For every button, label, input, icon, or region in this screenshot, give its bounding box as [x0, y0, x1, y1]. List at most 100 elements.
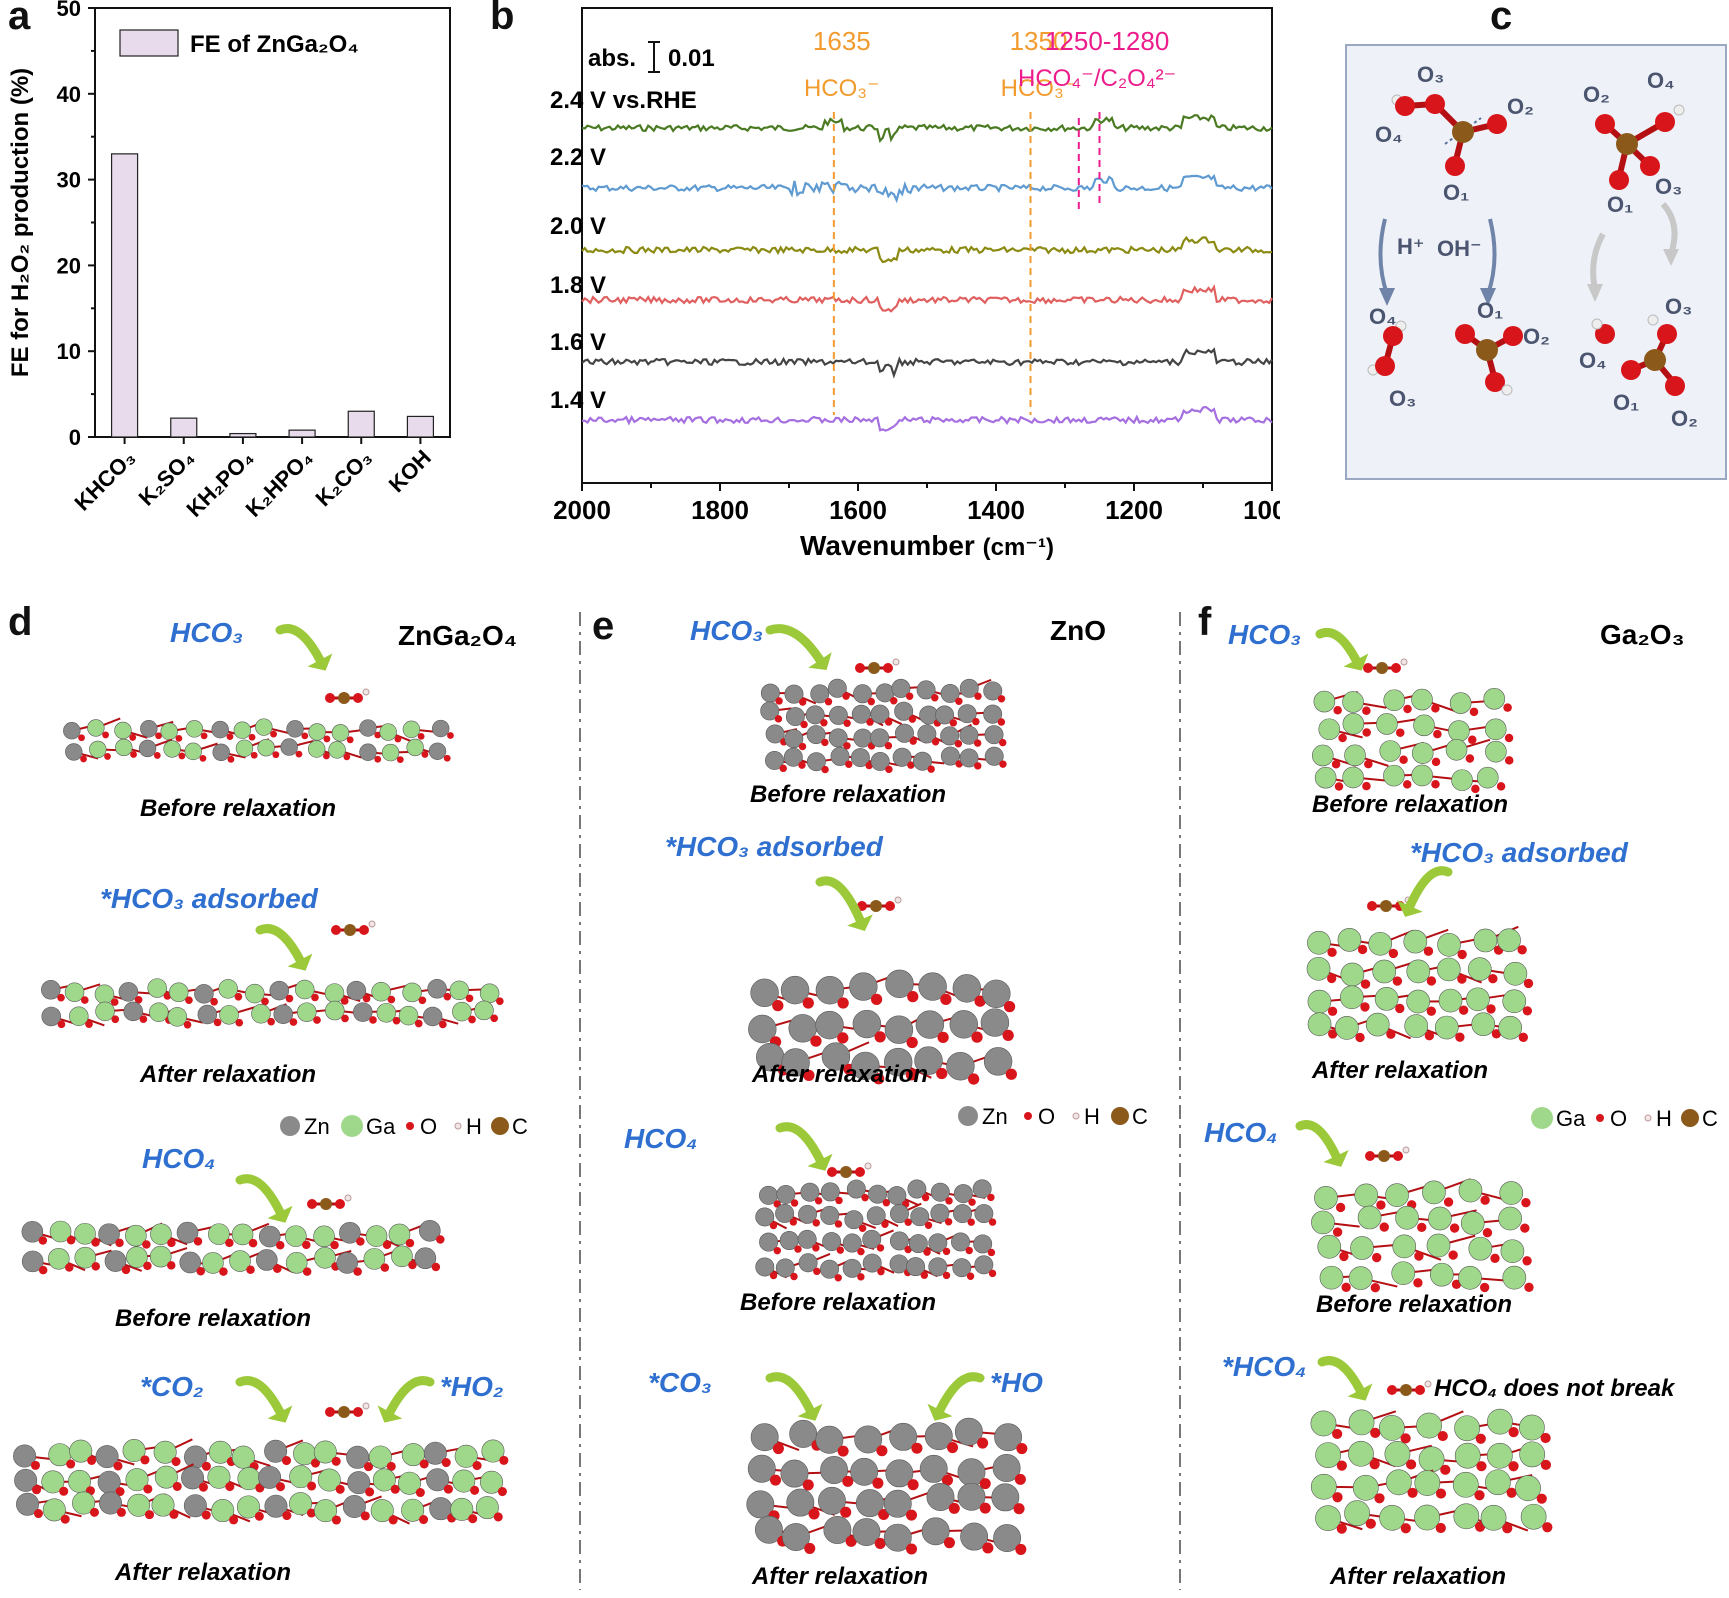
panel-e-label: e	[592, 604, 615, 648]
plot-frame	[94, 7, 451, 438]
c-label: O₃	[1389, 386, 1416, 411]
c-label: O₃	[1417, 62, 1444, 87]
scale-value: 0.01	[668, 45, 715, 72]
svg-text:C: C	[1702, 1106, 1718, 1131]
molecule-top-left	[1391, 94, 1507, 176]
f-label-hco4: HCO₄	[1204, 1117, 1277, 1148]
series-label: 1.6 V	[550, 329, 606, 356]
molecule-bottom-left	[1367, 320, 1523, 396]
co2-molecule	[325, 1402, 370, 1418]
series-line	[581, 173, 1273, 204]
slab-znga2o4	[41, 978, 504, 1029]
c-label: O₂	[1671, 406, 1698, 431]
svg-text:O: O	[1038, 1104, 1055, 1129]
c-label: O₄	[1647, 68, 1675, 93]
slab-znga2o4	[21, 1219, 445, 1276]
molecule-bottom-right	[1591, 314, 1685, 396]
oxygen-atom	[1395, 96, 1415, 116]
bar	[170, 417, 198, 438]
arrow-icon	[275, 624, 333, 671]
arrow-icon	[235, 1376, 293, 1423]
svg-text:H: H	[466, 1114, 482, 1139]
svg-text:Zn: Zn	[982, 1104, 1008, 1129]
hco3-molecule	[855, 658, 900, 674]
oxygen-atom	[1487, 114, 1507, 134]
slab-ga2o3	[1310, 1408, 1553, 1534]
molecule-top-right	[1595, 104, 1685, 190]
arrow-icon	[1663, 249, 1679, 266]
series-line	[581, 405, 1273, 432]
panel-a-label: a	[8, 0, 31, 38]
d-label-ho2: *HO₂	[440, 1371, 504, 1402]
x-tick-label: 1000	[1243, 495, 1280, 525]
arrow-icon	[1379, 288, 1395, 306]
bar	[288, 429, 316, 438]
e-label-adsorbed: *HCO₃ adsorbed	[665, 831, 884, 862]
d-label-hco3: HCO₃	[170, 617, 243, 648]
c-label: O₄	[1579, 348, 1607, 373]
arrow-icon	[377, 1376, 435, 1423]
bar	[110, 153, 139, 438]
x-tick-label: KHCO₃	[69, 445, 140, 516]
oxygen-atom	[1425, 94, 1445, 114]
hco3-molecule	[325, 688, 370, 704]
legend-label: FE of ZnGa₂O₄	[190, 31, 359, 58]
x-tick-label: 2000	[553, 495, 611, 525]
y-tick-label: 0	[69, 425, 81, 450]
arrow-icon	[1295, 1120, 1349, 1167]
arrow-icon	[1397, 866, 1453, 917]
x-tick-label: KOH	[384, 445, 436, 497]
panel-b-chart: 2000 1800 1600 1400 1200 1000 Wavenumber (cm⁻¹…	[550, 7, 1280, 560]
y-tick-label: 20	[57, 253, 81, 278]
arrow-icon	[1317, 1356, 1373, 1401]
series-label: 1.8 V	[550, 272, 606, 299]
hco4-molecule	[307, 1194, 352, 1210]
arrow-icon	[775, 1122, 833, 1171]
f-caption: After relaxation	[1329, 1563, 1506, 1590]
f-label-adsorbed: *HCO₃ adsorbed	[1410, 837, 1629, 868]
f-legend: Ga O H C	[1531, 1106, 1718, 1131]
f-note: HCO₄ does not break	[1434, 1375, 1676, 1402]
d-label-hco4: HCO₄	[142, 1143, 215, 1174]
annotation-label: HCO₃⁻	[1001, 75, 1077, 102]
y-tick-label: 40	[57, 82, 81, 107]
arrow-icon	[1480, 288, 1496, 306]
panel-b-label: b	[490, 0, 515, 38]
e-caption: After relaxation	[751, 1563, 928, 1590]
series-label: 2.2 V	[550, 144, 606, 171]
e-title: ZnO	[1050, 615, 1106, 646]
slab-zno	[746, 1417, 1028, 1555]
scale-label: abs.	[588, 45, 636, 72]
panel-f-label: f	[1198, 600, 1212, 644]
e-label-co3: *CO₃	[648, 1367, 712, 1398]
f-caption: Before relaxation	[1312, 791, 1508, 818]
svg-text:C: C	[512, 1114, 528, 1139]
e-label-hco3: HCO₃	[690, 615, 763, 646]
arrow-icon	[235, 1174, 293, 1223]
f-caption: Before relaxation	[1316, 1291, 1512, 1318]
d-label-co2: *CO₂	[140, 1371, 204, 1402]
series-line	[581, 235, 1273, 264]
arrow-icon	[1315, 628, 1369, 671]
svg-text:Zn: Zn	[304, 1114, 330, 1139]
e-caption: Before relaxation	[740, 1289, 936, 1316]
e-legend: Zn O H C	[958, 1104, 1148, 1129]
arrow-icon	[765, 1372, 823, 1421]
bar	[229, 432, 257, 438]
d-caption: After relaxation	[114, 1559, 291, 1586]
c-label: O₃	[1655, 174, 1682, 199]
svg-text:Ga: Ga	[366, 1114, 396, 1139]
f-caption: After relaxation	[1311, 1057, 1488, 1084]
y-tick-label: 10	[57, 339, 81, 364]
hco4-molecule	[1365, 1146, 1410, 1162]
slab-zno	[760, 678, 1007, 774]
y-axis-label: FE for H₂O₂ production (%)	[7, 68, 34, 377]
d-caption: After relaxation	[139, 1061, 316, 1088]
f-label-hco4-star: *HCO₄	[1222, 1351, 1306, 1382]
hco3-molecule	[857, 896, 902, 912]
c-label: O₄	[1375, 122, 1403, 147]
arrow-icon	[255, 924, 313, 971]
series-label: 2.0 V	[550, 213, 606, 240]
d-legend: Zn Ga O H C	[280, 1114, 528, 1139]
